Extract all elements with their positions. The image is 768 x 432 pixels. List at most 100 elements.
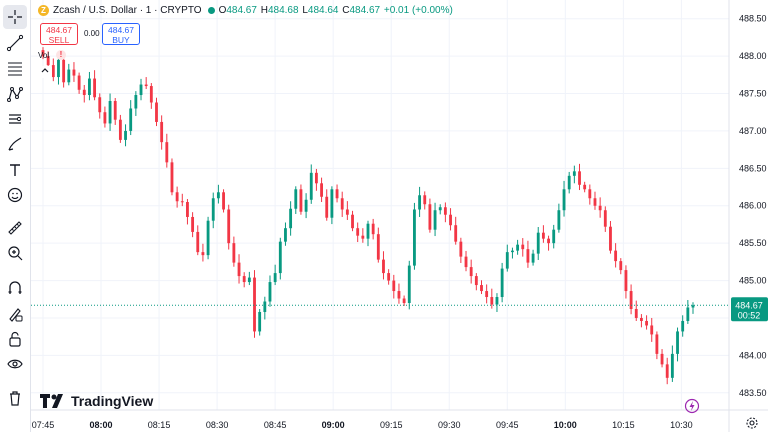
emoji-icon[interactable]: [3, 183, 27, 207]
low-label: L: [302, 5, 308, 16]
candle-body: [170, 162, 174, 193]
candle-body: [454, 225, 458, 242]
candle-body: [201, 252, 205, 256]
candle-body: [531, 253, 535, 263]
candle-body: [634, 308, 638, 318]
warning-icon[interactable]: !: [56, 50, 66, 60]
price-tick-label: 486.00: [739, 201, 767, 211]
candle-body: [242, 276, 246, 283]
candle-body: [547, 238, 550, 244]
candle-body: [124, 130, 127, 140]
brush-icon[interactable]: [3, 132, 27, 156]
candle-body: [263, 301, 267, 312]
measure-icon[interactable]: [3, 107, 27, 131]
time-tick-label: 10:15: [612, 420, 635, 430]
candle-body: [77, 75, 81, 90]
candle-body: [129, 108, 133, 131]
volume-label[interactable]: Vol: [38, 51, 50, 60]
candle-body: [552, 229, 556, 244]
sell-button[interactable]: 484.67 SELL: [40, 23, 78, 45]
candle-body: [361, 235, 365, 239]
candle-body: [222, 192, 225, 210]
candle-body: [196, 231, 200, 253]
candle-body: [490, 297, 494, 305]
candle-body: [376, 234, 380, 260]
candle-body: [253, 277, 256, 332]
candle-body: [567, 175, 571, 190]
candle-body: [237, 262, 241, 277]
candle-body: [62, 59, 66, 83]
pattern-icon[interactable]: [3, 82, 27, 106]
pencil-lock-icon[interactable]: [3, 302, 27, 326]
candle-body: [289, 208, 293, 229]
candle-body: [144, 84, 148, 87]
candle-body: [536, 232, 540, 254]
buy-button[interactable]: 484.67 BUY: [102, 23, 140, 45]
last-price-badge: [731, 297, 768, 322]
fib-retracement-icon[interactable]: [3, 56, 27, 80]
candle-body: [113, 101, 117, 120]
lock-icon[interactable]: [3, 327, 27, 351]
symbol-title[interactable]: Zcash / U.S. Dollar · 1 · CRYPTO: [53, 5, 202, 16]
candle-body: [650, 325, 654, 335]
candle-body: [191, 216, 195, 232]
candle-body: [247, 277, 251, 283]
candle-body: [356, 228, 360, 236]
eye-icon[interactable]: [3, 352, 27, 376]
candle-body: [433, 210, 437, 230]
price-tick-label: 486.50: [739, 163, 767, 173]
trend-line-icon[interactable]: [3, 31, 27, 55]
candle-body: [521, 244, 525, 250]
high-value: 484.68: [267, 5, 299, 16]
candle-body: [304, 199, 308, 212]
candle-body: [655, 334, 659, 354]
candle-body: [676, 331, 679, 354]
ruler-icon[interactable]: [3, 216, 27, 240]
candle-body: [639, 317, 643, 321]
candle-body: [562, 189, 566, 211]
candle-body: [314, 172, 318, 184]
time-tick-label: 08:00: [90, 420, 113, 430]
candle-body: [645, 320, 648, 326]
candle-body: [93, 78, 97, 98]
candle-body: [186, 202, 189, 217]
trash-icon[interactable]: [3, 386, 27, 410]
lightning-icon[interactable]: [684, 398, 700, 414]
candle-body: [418, 195, 422, 210]
text-icon[interactable]: [3, 158, 27, 182]
sell-label: SELL: [48, 35, 70, 45]
candle-body: [294, 189, 298, 209]
chevron-up-icon[interactable]: [38, 66, 52, 78]
magnet-icon[interactable]: [3, 276, 27, 300]
price-tick-label: 484.00: [739, 350, 767, 360]
tradingview-logo[interactable]: TradingView: [40, 393, 153, 409]
candle-body: [175, 192, 179, 202]
zoom-in-icon[interactable]: [3, 241, 27, 265]
candle-body: [578, 171, 581, 185]
candle-body: [232, 243, 236, 263]
open-label: O: [218, 5, 227, 16]
candle-body: [325, 196, 329, 218]
crosshair-icon[interactable]: [3, 5, 27, 29]
high-label: H: [260, 5, 268, 16]
buy-price: 484.67: [108, 25, 134, 35]
candle-body: [614, 250, 618, 262]
time-tick-label: 10:00: [554, 420, 577, 430]
candle-body: [149, 86, 153, 103]
candle-body: [449, 214, 452, 226]
candle-body: [428, 204, 432, 230]
candle-body: [67, 69, 71, 83]
gear-icon[interactable]: [745, 416, 759, 430]
candle-body: [526, 249, 530, 263]
symbol-legend: Z Zcash / U.S. Dollar · 1 · CRYPTO O 484.…: [38, 5, 454, 16]
candle-body: [351, 214, 354, 229]
change-value: +0.01 (+0.00%): [383, 5, 453, 16]
chart-background: [31, 0, 768, 432]
time-tick-label: 09:15: [380, 420, 403, 430]
candle-body: [278, 241, 282, 274]
price-tick-label: 487.50: [739, 89, 767, 99]
price-chart[interactable]: 488.50 488.00 487.50 487.00 486.50 486.00 485.…: [31, 0, 768, 432]
candle-body: [366, 223, 370, 239]
candle-body: [557, 210, 561, 230]
candle-body: [273, 273, 277, 283]
